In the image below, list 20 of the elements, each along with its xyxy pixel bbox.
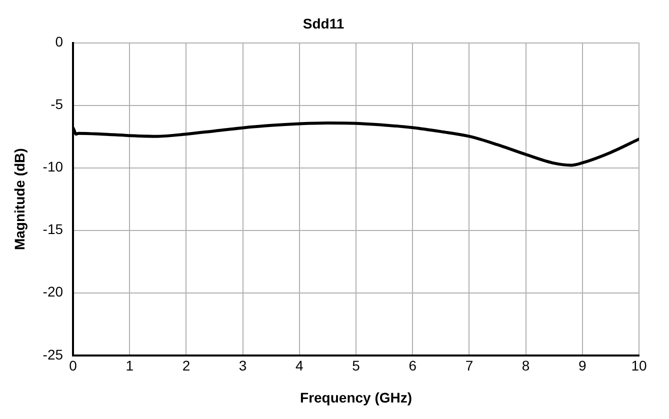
x-tick-label: 8 — [522, 358, 530, 374]
y-tick-label: -15 — [42, 221, 64, 238]
x-tick-label: 0 — [69, 358, 78, 374]
x-tick-label: 2 — [182, 358, 190, 374]
x-tick-label: 10 — [631, 358, 647, 374]
x-tick-label: 6 — [408, 358, 417, 374]
y-axis-title: Magnitude (dB) — [11, 148, 28, 250]
y-tick-label: 0 — [55, 34, 64, 50]
x-tick-label: 5 — [352, 358, 360, 374]
y-tick-label: -20 — [42, 284, 64, 300]
y-tick-label: -25 — [42, 346, 64, 362]
chart-title: Sdd11 — [302, 15, 344, 32]
y-tick-label: -10 — [42, 158, 64, 175]
x-tick-label: 4 — [296, 358, 304, 374]
x-tick-label: 1 — [126, 358, 134, 374]
y-tick-label: -5 — [50, 96, 64, 112]
x-tick-label: 7 — [465, 358, 474, 374]
x-tick-label: 9 — [578, 358, 587, 374]
x-tick-label: 3 — [238, 358, 247, 374]
x-axis-title: Frequency (GHz) — [300, 389, 412, 406]
